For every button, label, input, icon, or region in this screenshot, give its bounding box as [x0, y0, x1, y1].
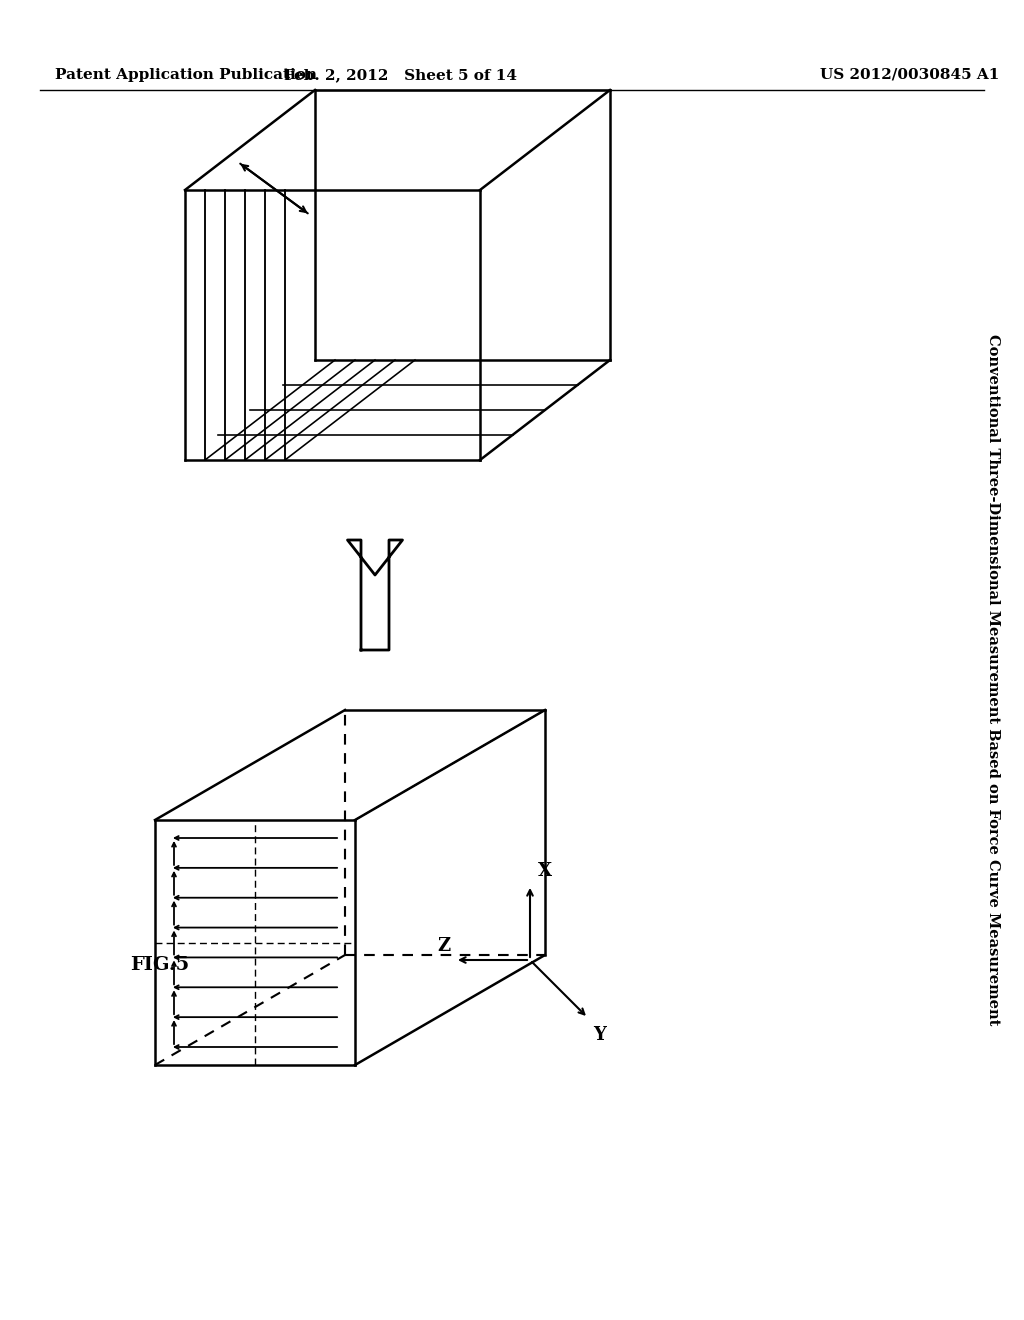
Text: FIG.5: FIG.5: [130, 956, 189, 974]
Text: Y: Y: [593, 1026, 606, 1044]
Polygon shape: [347, 540, 402, 649]
Text: Conventional Three-Dimensional Measurement Based on Force Curve Measurement: Conventional Three-Dimensional Measureme…: [986, 334, 1000, 1026]
Text: X: X: [538, 862, 552, 880]
Text: Feb. 2, 2012   Sheet 5 of 14: Feb. 2, 2012 Sheet 5 of 14: [284, 69, 516, 82]
Text: Patent Application Publication: Patent Application Publication: [55, 69, 317, 82]
Text: Z: Z: [437, 937, 450, 954]
Text: US 2012/0030845 A1: US 2012/0030845 A1: [820, 69, 999, 82]
